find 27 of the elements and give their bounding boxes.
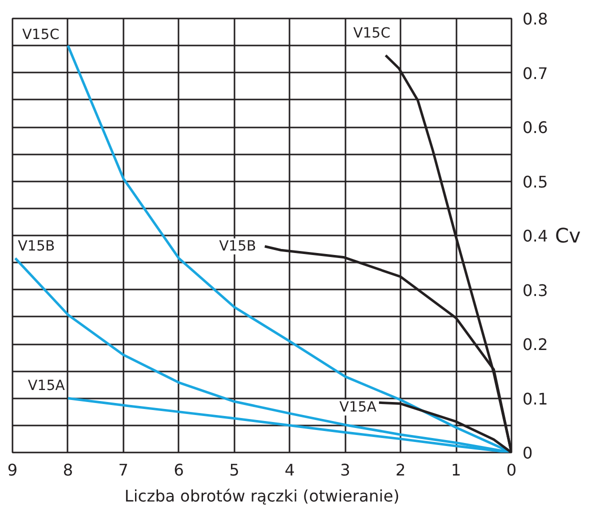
annotation: V15C	[22, 26, 60, 43]
x-tick-label: 3	[340, 460, 350, 480]
y-tick-label: 0.3	[522, 280, 548, 300]
x-tick-label: 4	[284, 460, 295, 480]
y-tick-label: 0.6	[522, 118, 548, 137]
y-tick-label: 0.2	[522, 335, 548, 354]
x-tick-label: 7	[118, 460, 128, 480]
y-axis-title: Cv	[554, 224, 581, 248]
y-tick-label: 0.7	[522, 64, 548, 83]
x-tick-label: 6	[174, 460, 184, 480]
x-axis-title: Liczba obrotów rączki (otwieranie)	[124, 486, 400, 506]
x-tick-label: 1	[450, 460, 462, 480]
x-tick-label: 8	[62, 460, 74, 480]
x-tick-label: 5	[229, 460, 240, 480]
y-tick-label: 0.5	[522, 172, 548, 192]
y-tick-label: 0.4	[522, 226, 548, 246]
y-tick-label: 0.1	[522, 389, 548, 408]
x-tick-label: 2	[396, 460, 406, 480]
annotation: V15A	[339, 399, 377, 416]
annotation: V15B	[18, 238, 55, 254]
annotation: V15A	[28, 378, 66, 394]
y-tick-label: 0	[522, 444, 533, 462]
y-tick-label: 0.8	[522, 10, 548, 28]
x-tick-label: 0	[506, 460, 517, 480]
annotation: V15B	[219, 238, 256, 254]
annotation: V15C	[353, 26, 391, 42]
x-tick-label: 9	[7, 460, 18, 480]
